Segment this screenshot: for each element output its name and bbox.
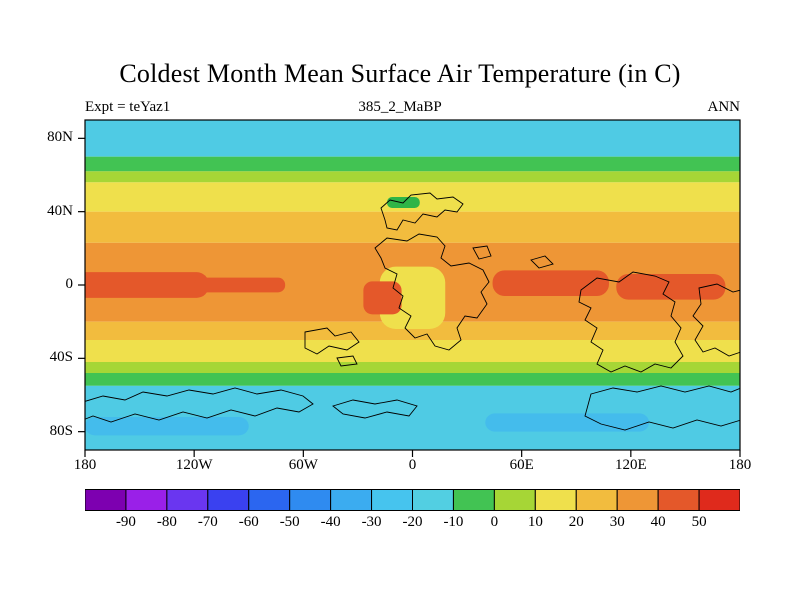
lat-tick-label: 40N bbox=[47, 202, 73, 219]
colorbar-cell bbox=[575, 489, 618, 511]
coastline-path bbox=[530, 255, 554, 269]
colorbar-tick-label: -50 bbox=[279, 514, 300, 530]
lon-tick-label: 180 bbox=[73, 457, 97, 473]
colorbar-tick-label: -10 bbox=[443, 514, 464, 530]
colorbar-tick-label: -20 bbox=[402, 514, 423, 530]
lon-tick-label: 120W bbox=[175, 457, 213, 473]
coastline-path bbox=[85, 387, 314, 423]
coastline-path bbox=[578, 271, 684, 373]
equatorial-warm-core-west-arm bbox=[194, 277, 286, 293]
colorbar-tick-label: 0 bbox=[490, 514, 499, 530]
axis-ticks bbox=[78, 137, 741, 457]
zonal-band bbox=[85, 171, 740, 183]
equatorial-warm-core-east2 bbox=[616, 274, 726, 300]
colorbar-tick-label: 50 bbox=[691, 514, 707, 530]
map-fill-layer bbox=[85, 120, 740, 450]
zonal-band bbox=[85, 340, 740, 362]
colorbar-tick-label: 30 bbox=[609, 514, 625, 530]
colorbar-cell bbox=[207, 489, 250, 511]
colorbar-tick-label: -90 bbox=[115, 514, 136, 530]
lon-tick-label: 180 bbox=[728, 457, 752, 473]
lon-tick-label: 60E bbox=[509, 457, 534, 473]
coastline-path bbox=[584, 385, 740, 431]
antarctic-cold-patch-east bbox=[485, 413, 650, 432]
coastline-path bbox=[332, 399, 418, 419]
colorbar-cell bbox=[330, 489, 373, 511]
equatorial-warm-core-west bbox=[85, 272, 209, 298]
colorbar-cell bbox=[248, 489, 291, 511]
colorbar-tick-label: -40 bbox=[320, 514, 341, 530]
lon-tick-label: 60W bbox=[288, 457, 318, 473]
lat-tick-label: 0 bbox=[65, 276, 74, 292]
colorbar-tick-label: 40 bbox=[650, 514, 666, 530]
experiment-label: Expt = teYaz1 bbox=[85, 99, 171, 115]
colorbar-cell bbox=[166, 489, 209, 511]
colorbar-tick-label: -30 bbox=[361, 514, 382, 530]
zonal-band bbox=[85, 373, 740, 386]
zonal-band bbox=[85, 156, 740, 172]
colorbar-tick-label: -60 bbox=[238, 514, 259, 530]
coastline-path bbox=[380, 192, 464, 231]
colorbar-cell bbox=[493, 489, 536, 511]
colorbar-cell bbox=[125, 489, 168, 511]
colorbar-cell bbox=[698, 489, 740, 511]
zonal-band bbox=[85, 321, 740, 340]
antarctic-cold-patch-west bbox=[85, 417, 249, 436]
equatorial-warm-core-east1 bbox=[492, 270, 609, 296]
colorbar-tick-label: 10 bbox=[527, 514, 543, 530]
lat-tick-label: 80S bbox=[49, 422, 73, 439]
coastline-path bbox=[304, 327, 360, 355]
colorbar-tick-label: -70 bbox=[197, 514, 218, 530]
lon-tick-label: 0 bbox=[408, 457, 417, 473]
season-label: ANN bbox=[707, 99, 741, 115]
colorbar-tick-label: -80 bbox=[156, 514, 177, 530]
colorbar-cell bbox=[616, 489, 659, 511]
coastline-path bbox=[692, 283, 740, 357]
coastline-path bbox=[336, 355, 358, 367]
temperature-map bbox=[78, 119, 741, 457]
time-slice-label: 385_2_MaBP bbox=[358, 99, 442, 115]
zonal-band bbox=[85, 362, 740, 373]
colorbar-cell bbox=[371, 489, 413, 511]
page-title: Coldest Month Mean Surface Air Temperatu… bbox=[119, 59, 681, 88]
lat-tick-label: 40S bbox=[49, 349, 73, 366]
colorbar-cell bbox=[452, 489, 495, 511]
lat-tick-label: 80N bbox=[47, 129, 73, 146]
colorbar bbox=[85, 489, 740, 511]
coastline-path bbox=[472, 245, 492, 260]
colorbar-cell bbox=[657, 489, 700, 511]
colorbar-cell bbox=[289, 489, 332, 511]
lon-tick-label: 120E bbox=[614, 457, 647, 473]
colorbar-cell bbox=[412, 489, 454, 511]
equatorial-warm-core-central bbox=[363, 281, 402, 315]
colorbar-cell bbox=[534, 489, 577, 511]
coastline-layer bbox=[85, 192, 740, 431]
colorbar-cell bbox=[85, 489, 127, 511]
colorbar-tick-label: 20 bbox=[568, 514, 584, 530]
coastline-path bbox=[374, 233, 490, 351]
zonal-band bbox=[85, 120, 740, 157]
